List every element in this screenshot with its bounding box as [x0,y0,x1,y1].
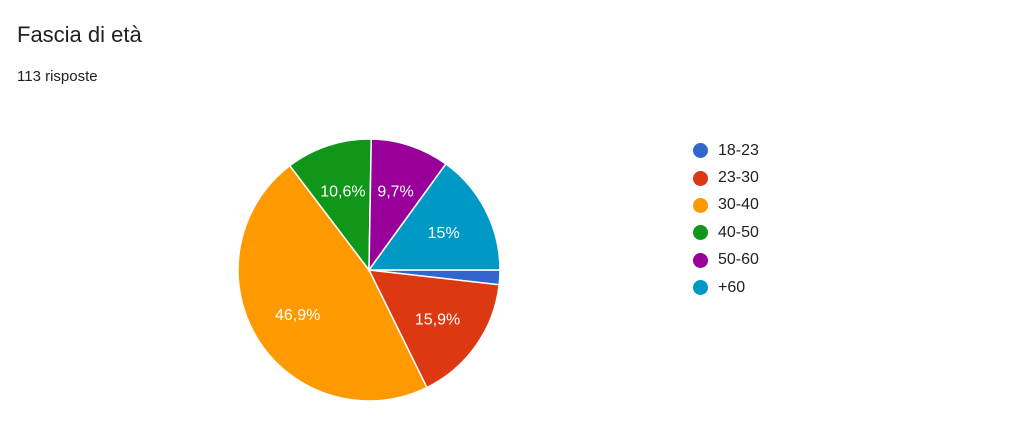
legend-swatch [693,252,708,268]
legend-item-30-40[interactable]: 30-40 [693,192,759,219]
legend-swatch [693,280,708,296]
legend-swatch [693,143,708,159]
legend-label: 18-23 [718,141,759,159]
legend-item-23-30[interactable]: 23-30 [693,164,759,191]
legend-swatch [693,225,708,241]
legend-item-+60[interactable]: +60 [693,274,759,301]
pie-label-40-50: 10,6% [320,183,365,200]
legend-label: 30-40 [718,196,759,214]
legend-item-40-50[interactable]: 40-50 [693,219,759,246]
pie-slice-50-60[interactable] [368,138,447,273]
legend-swatch [693,170,708,186]
chart-legend: 18-23 23-30 30-40 40-50 50-60 +60 [693,137,759,301]
pie-label-23-30: 15,9% [415,311,460,328]
pie-slice-30-40[interactable] [237,164,428,402]
pie-label-+60: 15% [428,225,460,242]
pie-slice-40-50[interactable] [288,138,373,273]
legend-item-50-60[interactable]: 50-60 [693,247,759,274]
response-count: 113 risposte [17,68,98,85]
legend-swatch [693,197,708,213]
page-title: Fascia di età [17,22,142,47]
pie-label-30-40: 46,9% [275,307,320,324]
pie-slice-+60[interactable] [367,162,501,271]
legend-label: 40-50 [718,223,759,241]
pie-slice-23-30[interactable] [367,269,500,389]
legend-label: 50-60 [718,251,759,269]
legend-label: +60 [718,278,746,296]
legend-label: 23-30 [718,169,759,187]
legend-item-18-23[interactable]: 18-23 [693,137,759,164]
pie-label-50-60: 9,7% [377,183,413,200]
